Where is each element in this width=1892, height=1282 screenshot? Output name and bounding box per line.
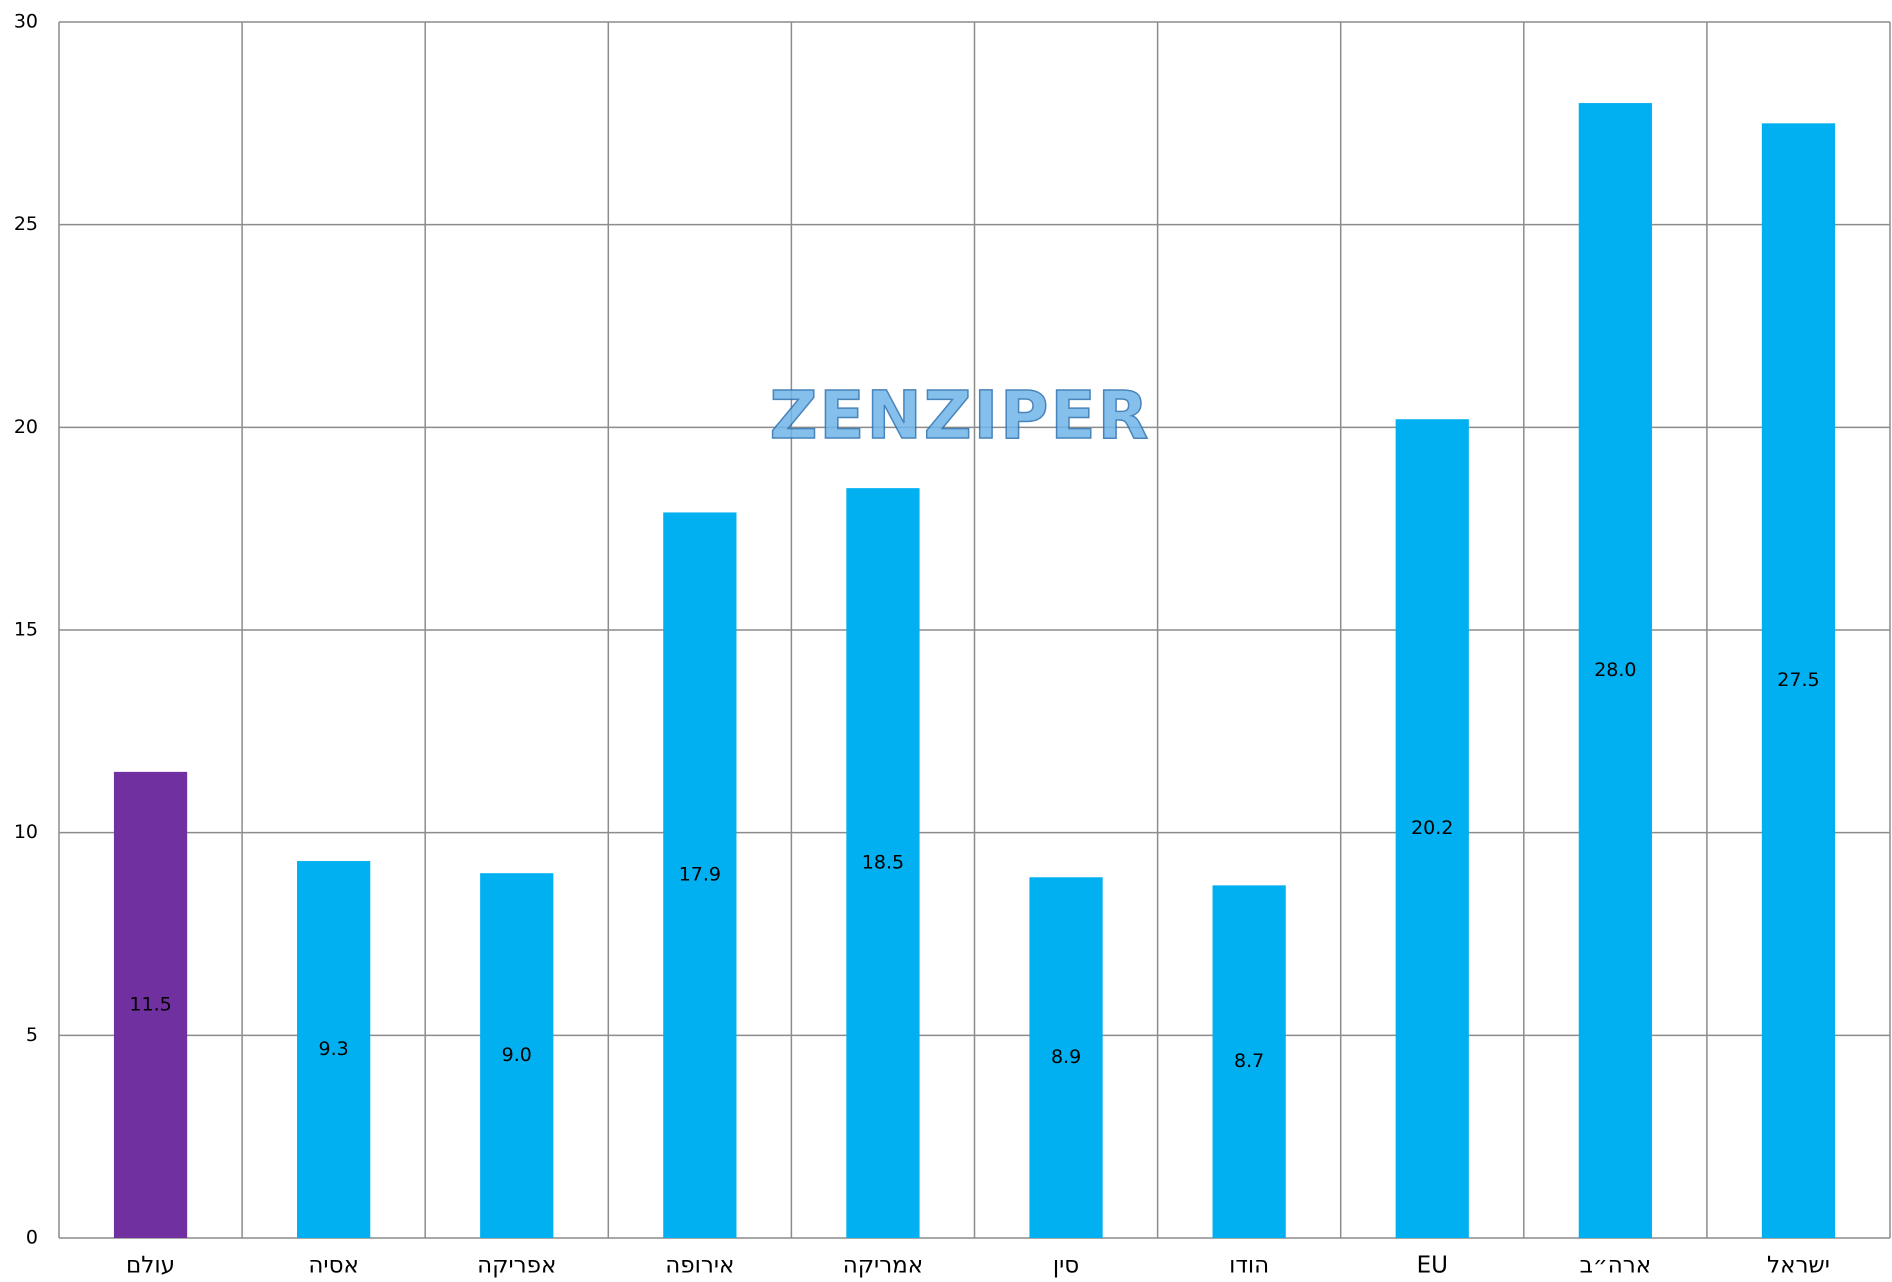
- bar: [113, 771, 188, 1238]
- bar: [1578, 103, 1652, 1239]
- y-tick-label: 15: [14, 619, 38, 641]
- watermark: ZENZIPER: [770, 377, 1151, 454]
- x-tick-label: EU: [1417, 1253, 1448, 1279]
- y-tick-label: 10: [14, 821, 38, 843]
- data-label: 18.5: [862, 852, 904, 874]
- y-tick-label: 0: [26, 1227, 38, 1249]
- y-tick-label: 20: [14, 416, 38, 438]
- data-label: 8.7: [1234, 1050, 1264, 1072]
- x-tick-label: אפריקה: [477, 1253, 556, 1279]
- bar: [1761, 123, 1836, 1238]
- bar: [1395, 419, 1469, 1238]
- data-label: 17.9: [679, 864, 721, 886]
- bar: [846, 488, 920, 1239]
- data-label: 11.5: [129, 993, 171, 1015]
- data-label: 20.2: [1411, 817, 1453, 839]
- data-label: 27.5: [1777, 669, 1819, 691]
- y-tick-label: 5: [26, 1024, 38, 1046]
- data-label: 28.0: [1594, 659, 1636, 681]
- y-tick-label: 30: [14, 11, 38, 33]
- x-tick-label: הודו: [1229, 1253, 1269, 1279]
- bar: [1212, 885, 1286, 1238]
- y-tick-label: 25: [14, 213, 38, 235]
- data-label: 9.0: [502, 1044, 532, 1066]
- data-label: 9.3: [319, 1038, 349, 1060]
- x-tick-label: אמריקה: [843, 1253, 923, 1279]
- data-label: 8.9: [1051, 1046, 1081, 1068]
- bar: [663, 512, 737, 1238]
- x-tick-label: אירופה: [665, 1253, 734, 1279]
- bar: [1029, 877, 1103, 1238]
- x-tick-label: עולם: [126, 1253, 175, 1279]
- bar: [480, 873, 554, 1238]
- x-tick-label: סין: [1053, 1253, 1079, 1279]
- bar: [297, 861, 371, 1238]
- x-tick-label: ישראל: [1767, 1253, 1830, 1279]
- x-tick-label: ארה״ב: [1580, 1253, 1652, 1279]
- x-tick-label: אסיה: [308, 1253, 358, 1279]
